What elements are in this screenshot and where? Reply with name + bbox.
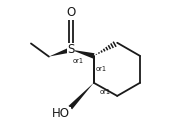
Text: or1: or1: [73, 58, 84, 64]
Text: S: S: [67, 43, 75, 56]
Text: or1: or1: [95, 66, 106, 72]
Polygon shape: [49, 47, 72, 57]
Text: O: O: [66, 6, 76, 19]
Polygon shape: [71, 50, 94, 59]
Text: or1: or1: [100, 89, 111, 95]
Text: HO: HO: [52, 107, 70, 120]
Polygon shape: [68, 83, 94, 109]
